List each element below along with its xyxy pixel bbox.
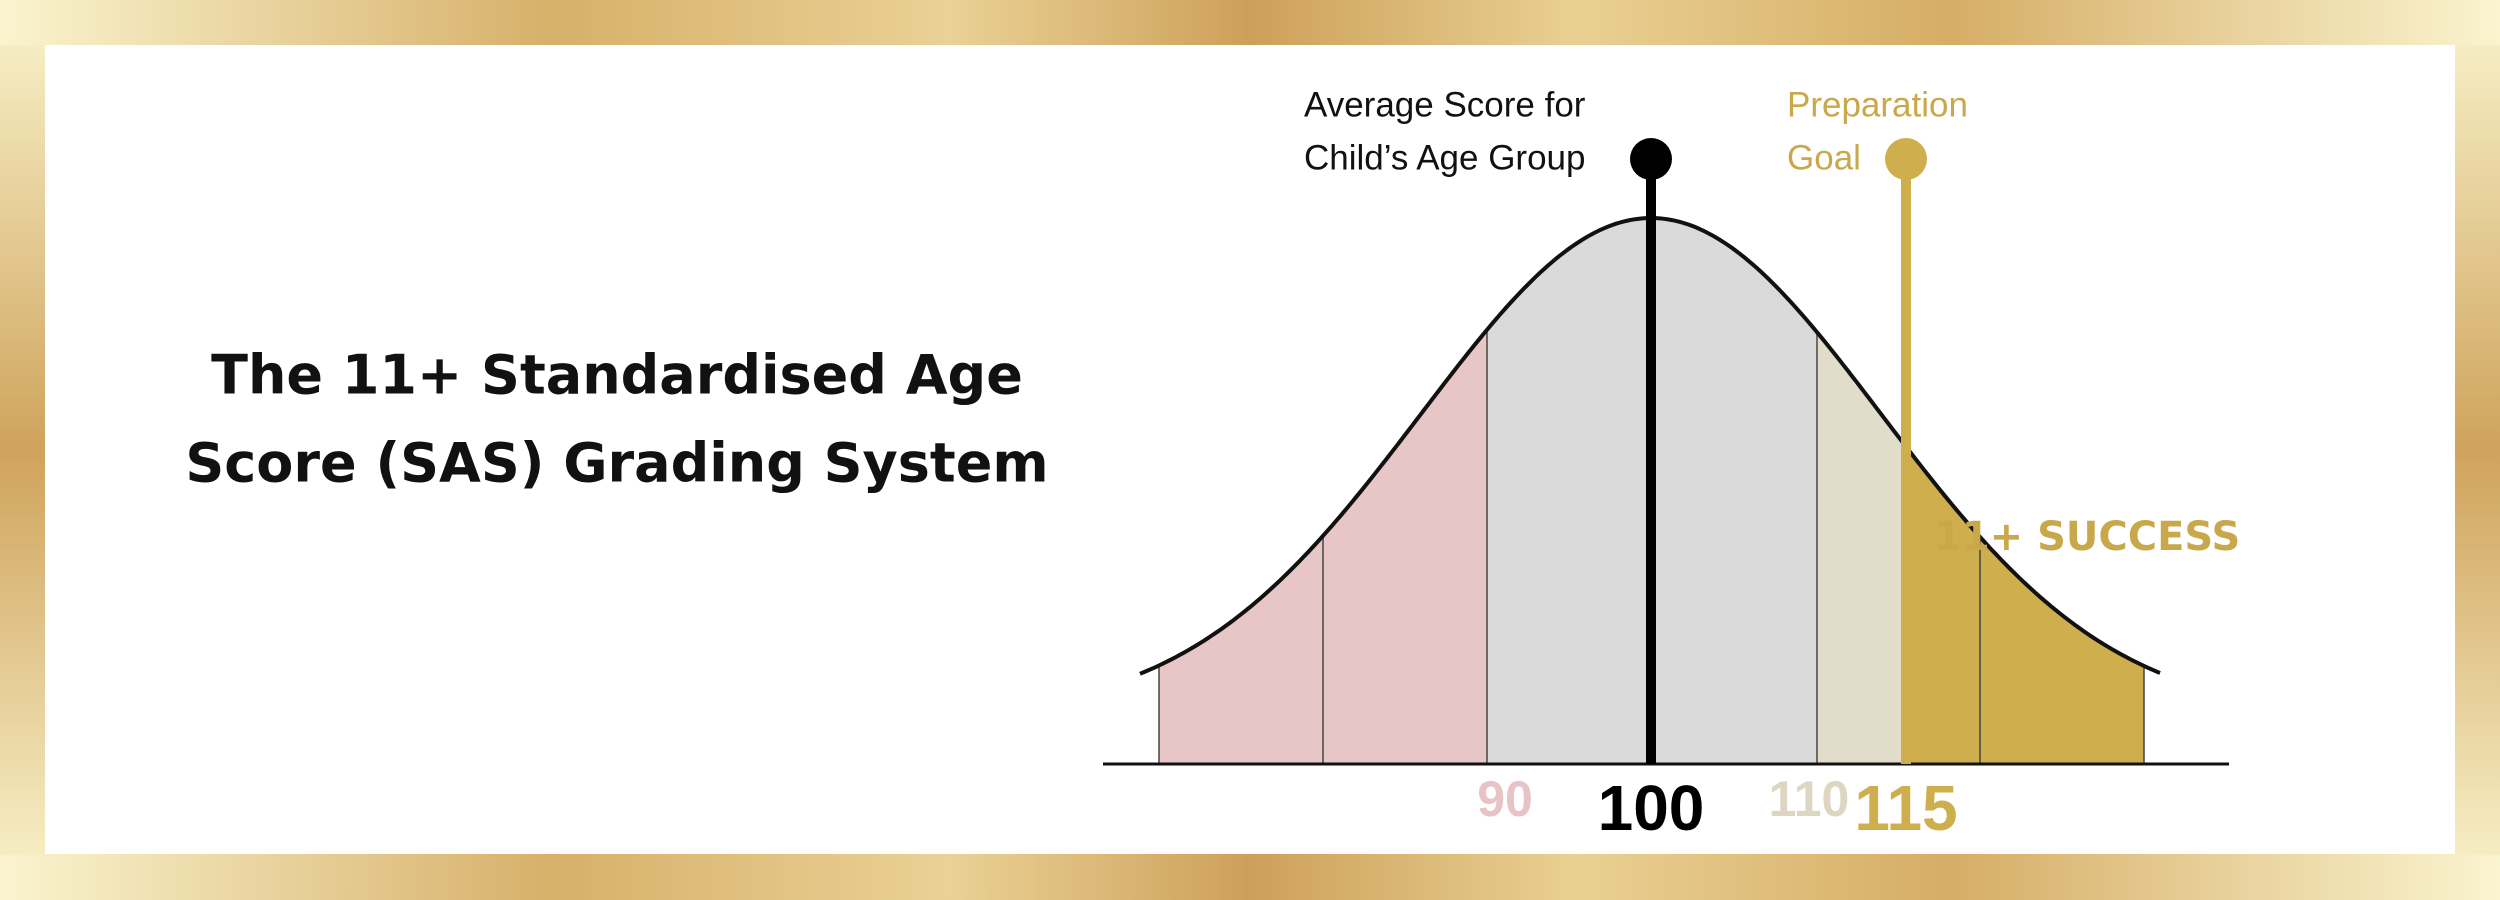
goal-label: Preparation	[1787, 85, 1968, 124]
average-label: Child’s Age Group	[1304, 138, 1585, 177]
goal-dot	[1885, 138, 1927, 180]
axis-label: 90	[1477, 771, 1533, 827]
axis-label: 110	[1769, 771, 1850, 827]
frame-right	[2455, 45, 2500, 855]
title-line: The 11+ Standardised Age	[211, 344, 1023, 407]
goal-label: Goal	[1787, 138, 1861, 177]
axis-label: 100	[1598, 772, 1705, 844]
success-label: 11+ SUCCESS	[1934, 514, 2240, 560]
average-label: Average Score for	[1304, 85, 1586, 124]
axis-label: 115	[1854, 772, 1957, 844]
frame-left	[0, 45, 45, 855]
average-dot	[1630, 138, 1672, 180]
title-line: Score (SAS) Grading System	[185, 432, 1048, 495]
dividers	[1158, 329, 2145, 764]
